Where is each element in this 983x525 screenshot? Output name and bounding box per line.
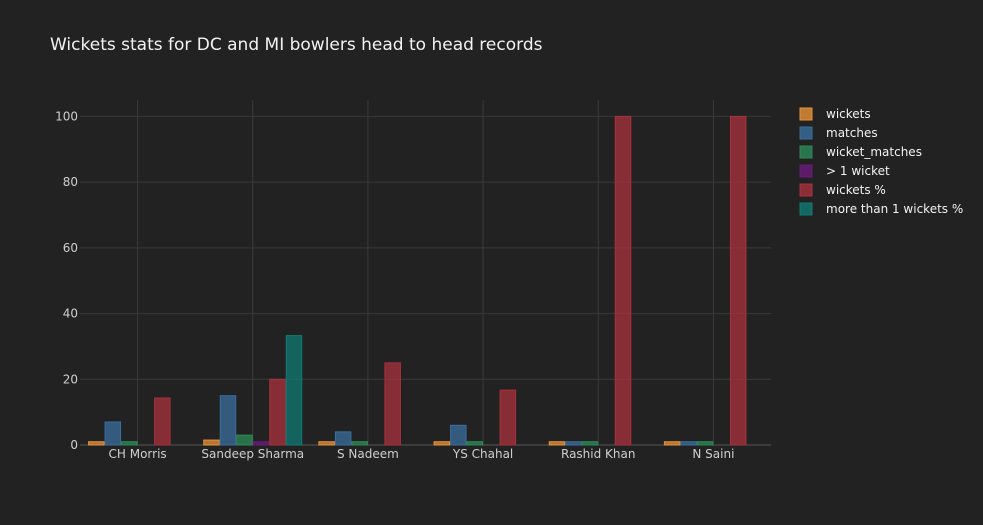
legend-item[interactable]: > 1 wicket (799, 164, 890, 178)
legend-label: wickets (826, 107, 871, 121)
legend-label: > 1 wicket (826, 164, 890, 178)
legend-item[interactable]: wicket_matches (799, 145, 922, 159)
bar[interactable] (680, 441, 697, 446)
bar[interactable] (334, 431, 352, 446)
bar[interactable] (499, 389, 517, 446)
bar[interactable] (384, 362, 401, 446)
legend-item[interactable]: wickets % (799, 183, 886, 197)
legend-swatch (799, 126, 813, 140)
legend-swatch (799, 164, 813, 178)
x-tick-label: S Nadeem (337, 447, 399, 461)
legend-item[interactable]: matches (799, 126, 878, 140)
bar[interactable] (88, 441, 105, 446)
legend-swatch (799, 202, 813, 216)
bar[interactable] (433, 441, 451, 446)
bar[interactable] (269, 378, 286, 446)
legend[interactable]: wickets matches wicket_matches > 1 wicket wi… (799, 107, 963, 216)
axes: 0 20 40 60 80 100 CH Morris Sandeep Sharma S Nad… (55, 109, 734, 461)
bars (88, 115, 747, 446)
bar[interactable] (121, 441, 138, 446)
legend-swatch (799, 145, 813, 159)
bar[interactable] (466, 441, 484, 446)
bar[interactable] (548, 441, 566, 446)
grid-lines (80, 100, 771, 446)
bar[interactable] (565, 441, 582, 446)
legend-item[interactable]: wickets (799, 107, 871, 121)
bar[interactable] (154, 397, 171, 446)
legend-label: wickets % (826, 183, 886, 197)
bar[interactable] (236, 434, 253, 446)
bar[interactable] (614, 115, 632, 446)
bar[interactable] (450, 424, 467, 446)
y-tick-label: 80 (63, 175, 78, 189)
bar[interactable] (285, 335, 303, 446)
bar[interactable] (318, 441, 335, 446)
bar[interactable] (696, 441, 714, 446)
y-tick-label: 40 (63, 307, 78, 321)
x-tick-label: Rashid Khan (561, 447, 635, 461)
x-tick-label: N Saini (692, 447, 734, 461)
legend-swatch (799, 107, 813, 121)
y-tick-label: 20 (63, 372, 78, 386)
x-tick-label: Sandeep Sharma (201, 447, 304, 461)
legend-swatch (799, 183, 813, 197)
bar[interactable] (663, 441, 681, 446)
legend-label: more than 1 wickets % (826, 202, 963, 216)
bar[interactable] (351, 441, 368, 446)
y-tick-label: 100 (55, 109, 78, 123)
x-tick-label: YS Chahal (452, 447, 513, 461)
y-tick-label: 0 (70, 438, 78, 452)
bar[interactable] (104, 421, 122, 446)
y-tick-label: 60 (63, 241, 78, 255)
legend-label: matches (826, 126, 878, 140)
legend-label: wicket_matches (826, 145, 922, 159)
bar[interactable] (581, 441, 599, 446)
bar[interactable] (219, 395, 237, 446)
legend-item[interactable]: more than 1 wickets % (799, 202, 963, 216)
bar[interactable] (203, 439, 220, 446)
x-tick-label: CH Morris (109, 447, 167, 461)
bar[interactable] (729, 115, 747, 446)
chart-title: Wickets stats for DC and MI bowlers head… (50, 35, 543, 55)
bar[interactable] (252, 441, 270, 446)
